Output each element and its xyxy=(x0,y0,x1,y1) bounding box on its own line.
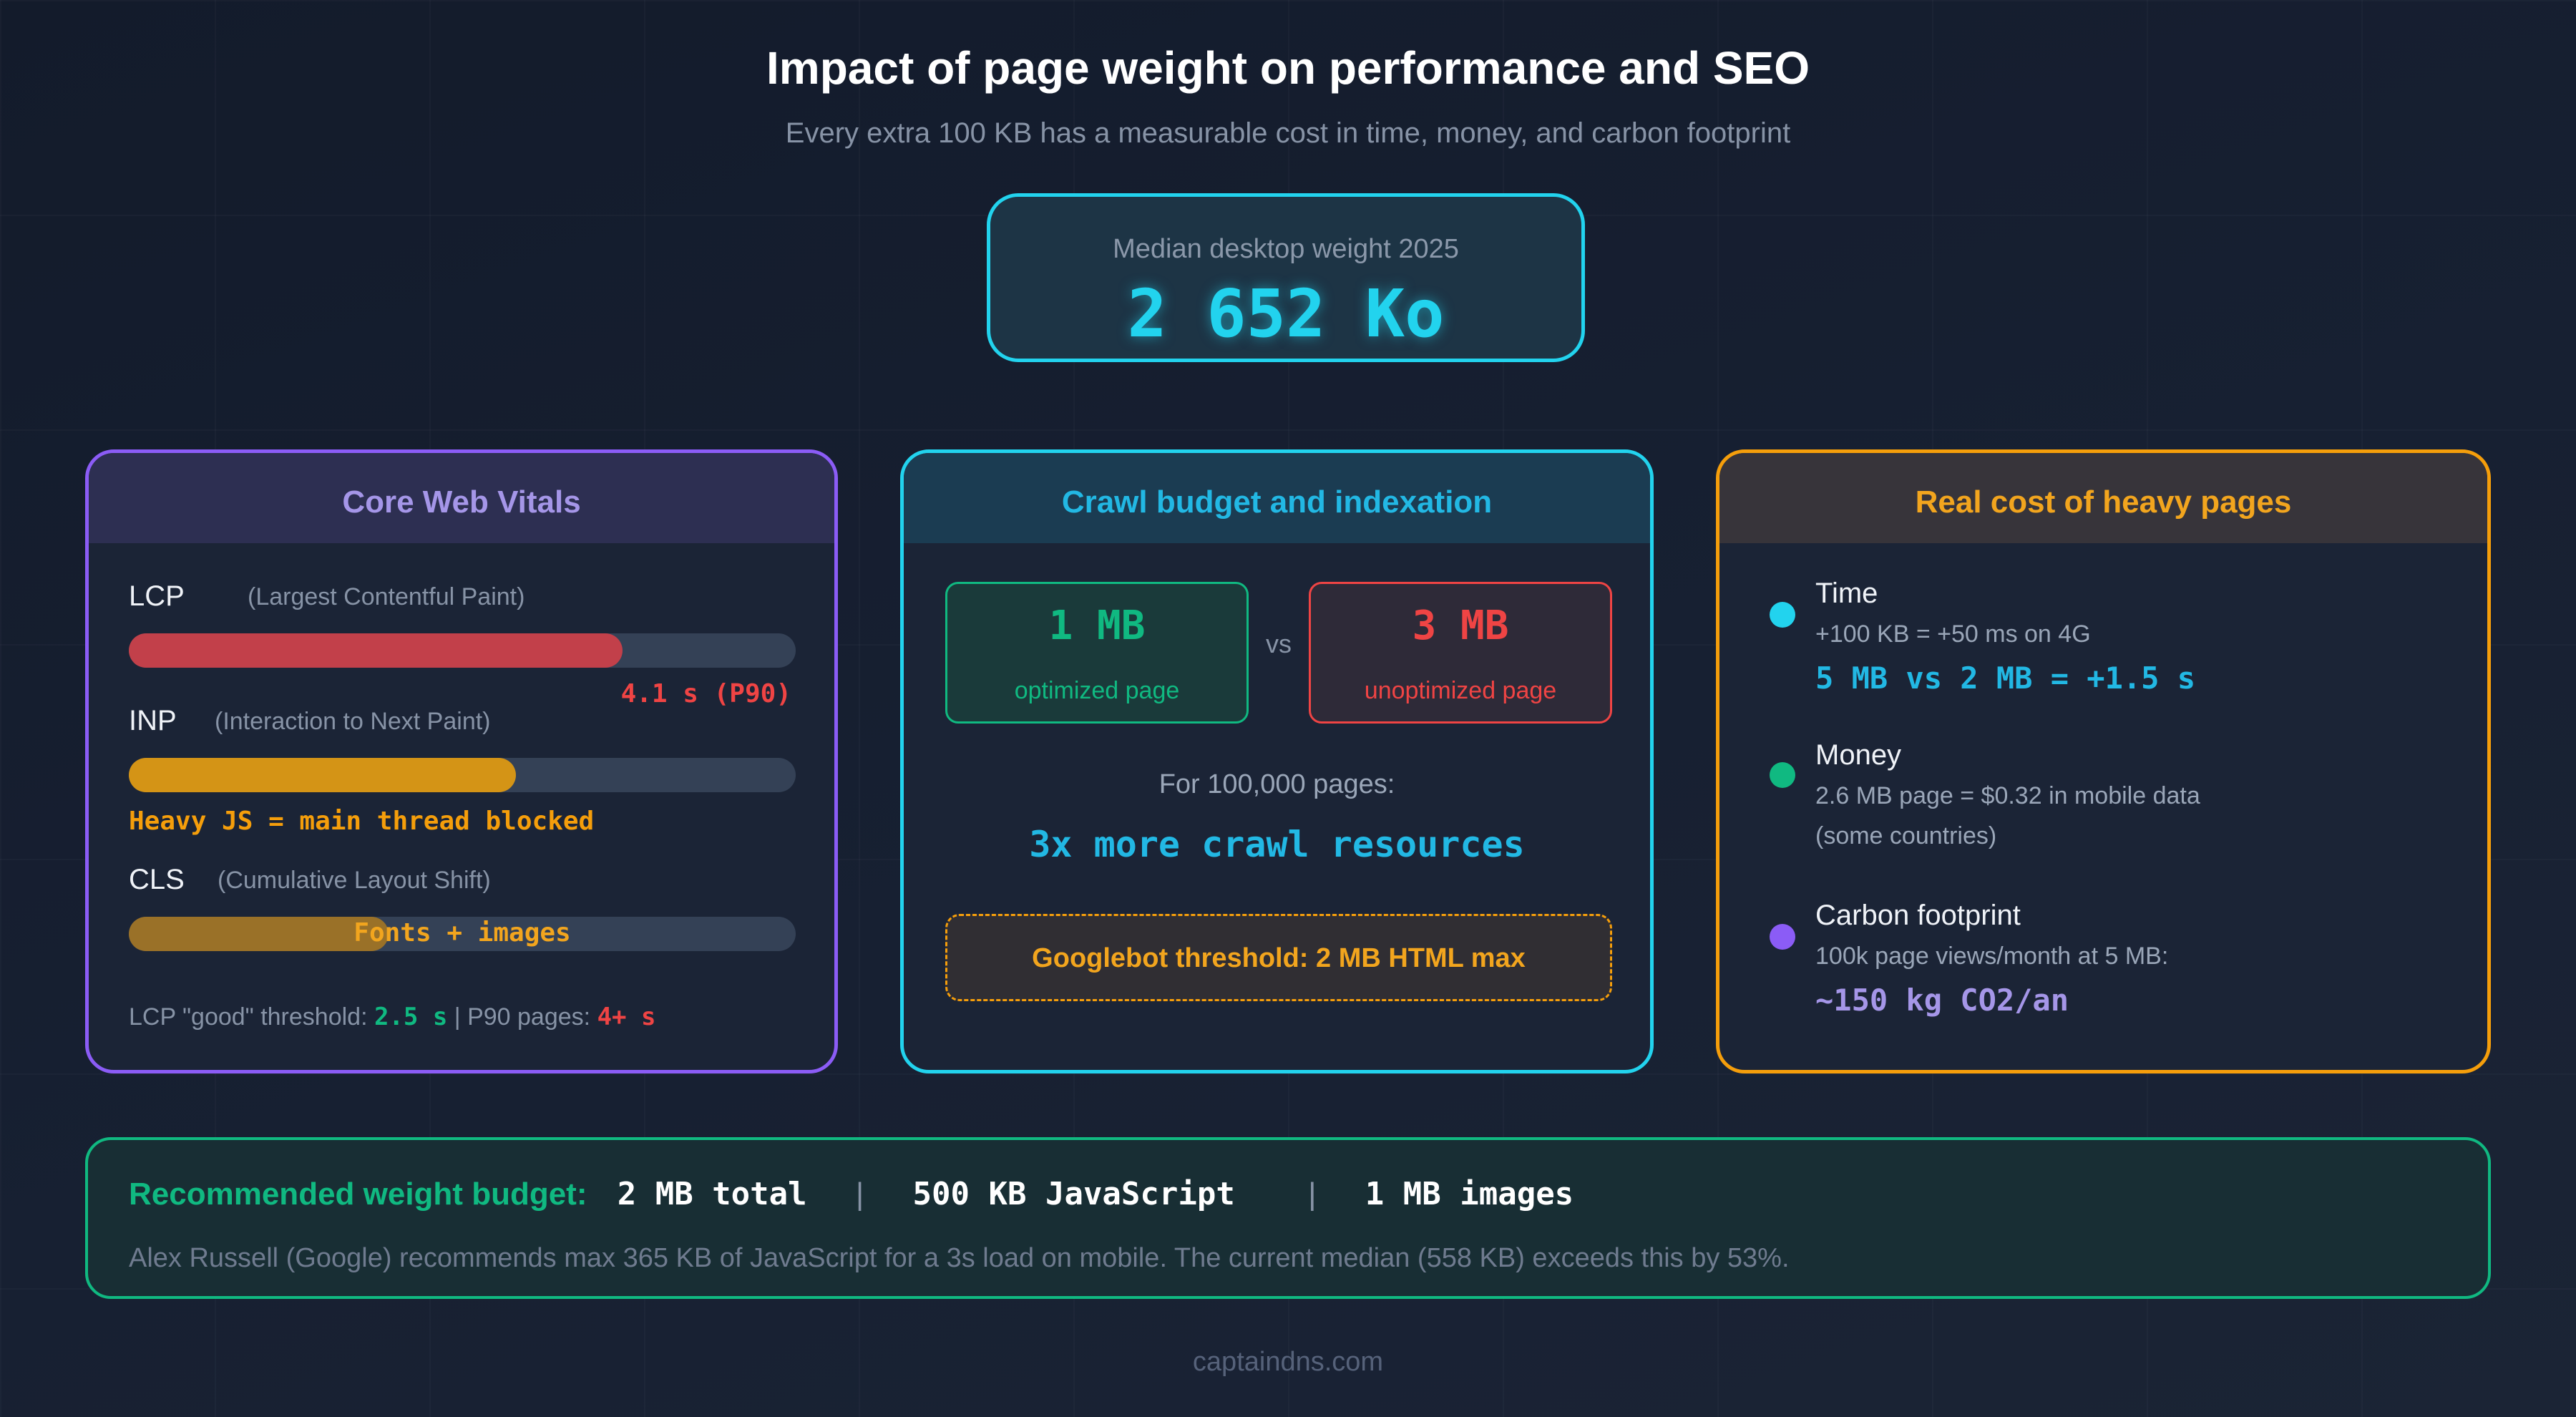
unoptimized-label: unoptimized page xyxy=(1364,677,1557,704)
time-dot-icon xyxy=(1770,602,1795,628)
metric-lcp-fill xyxy=(129,633,623,668)
budget-images: 1 MB images xyxy=(1365,1176,1574,1212)
metric-lcp-bar xyxy=(129,633,796,668)
metric-lcp-name: LCP xyxy=(129,580,185,612)
carbon-dot-icon xyxy=(1770,924,1795,950)
carbon-detail: 100k page views/month at 5 MB: xyxy=(1815,943,2169,970)
versus-label: vs xyxy=(1266,629,1292,658)
budget-label: Recommended weight budget: xyxy=(129,1177,587,1212)
money-detail: 2.6 MB page = $0.32 in mobile data xyxy=(1815,782,2200,809)
pages-count-label: For 100,000 pages: xyxy=(1158,769,1395,799)
separator: | xyxy=(855,1177,864,1212)
metric-inp-note: Heavy JS = main thread blocked xyxy=(129,807,595,836)
optimized-label: optimized page xyxy=(1014,677,1180,704)
carbon-highlight: ~150 kg CO2/an xyxy=(1815,983,2069,1018)
p90-value: 4+ s xyxy=(597,1003,656,1031)
googlebot-threshold-box: Googlebot threshold: 2 MB HTML max xyxy=(945,914,1612,1001)
budget-line: Recommended weight budget: 2 MB total | … xyxy=(129,1176,1574,1212)
metric-inp-bar xyxy=(129,758,796,792)
median-weight-label: Median desktop weight 2025 xyxy=(1113,234,1459,264)
budget-note: Alex Russell (Google) recommends max 365… xyxy=(129,1243,1790,1273)
metric-cls-bar: Fonts + images xyxy=(129,917,796,951)
crawl-budget-panel: Crawl budget and indexation 1 MB optimiz… xyxy=(900,449,1654,1073)
panel-header: Real cost of heavy pages xyxy=(1719,453,2487,543)
googlebot-threshold-text: Googlebot threshold: 2 MB HTML max xyxy=(1032,943,1526,973)
page-subtitle: Every extra 100 KB has a measurable cost… xyxy=(785,117,1791,149)
real-cost-panel: Real cost of heavy pages Time +100 KB = … xyxy=(1716,449,2491,1073)
panel-title: Crawl budget and indexation xyxy=(1061,484,1493,520)
recommended-budget-banner: Recommended weight budget: 2 MB total | … xyxy=(85,1137,2491,1299)
p90-label: P90 pages: xyxy=(467,1003,591,1031)
metric-inp-fill xyxy=(129,758,516,792)
budget-javascript: 500 KB JavaScript xyxy=(912,1176,1235,1212)
time-title: Time xyxy=(1815,578,1878,609)
unoptimized-size: 3 MB xyxy=(1412,603,1509,649)
unoptimized-page-box: 3 MB unoptimized page xyxy=(1309,582,1612,724)
page-title: Impact of page weight on performance and… xyxy=(766,42,1810,94)
metric-lcp-note: 4.1 s (P90) xyxy=(620,679,791,708)
panel-header: Crawl budget and indexation xyxy=(904,453,1650,543)
median-weight-value: 2 652 Ko xyxy=(1127,276,1445,352)
lcp-threshold-line: LCP "good" threshold: 2.5 s | P90 pages:… xyxy=(129,1003,655,1031)
budget-total: 2 MB total xyxy=(617,1176,807,1212)
panel-title: Real cost of heavy pages xyxy=(1915,484,2292,520)
optimized-page-box: 1 MB optimized page xyxy=(945,582,1249,724)
optimized-size: 1 MB xyxy=(1048,603,1146,649)
time-detail: +100 KB = +50 ms on 4G xyxy=(1815,620,2091,648)
lcp-threshold-value: 2.5 s xyxy=(374,1003,448,1031)
metric-lcp-desc: (Largest Contentful Paint) xyxy=(248,583,525,610)
time-highlight: 5 MB vs 2 MB = +1.5 s xyxy=(1815,661,2196,696)
metric-inp-name: INP xyxy=(129,705,177,736)
metric-cls-desc: (Cumulative Layout Shift) xyxy=(218,867,491,894)
money-detail-note: (some countries) xyxy=(1815,822,1997,849)
separator: | xyxy=(1308,1177,1317,1212)
lcp-threshold-label: LCP "good" threshold: xyxy=(129,1003,368,1031)
metric-cls-name: CLS xyxy=(129,864,185,895)
crawl-resources-result: 3x more crawl resources xyxy=(1029,824,1525,865)
panel-title: Core Web Vitals xyxy=(342,484,581,520)
separator: | xyxy=(454,1003,461,1031)
median-weight-card: Median desktop weight 2025 2 652 Ko xyxy=(987,193,1585,362)
metric-inp-desc: (Interaction to Next Paint) xyxy=(215,708,491,735)
metric-cls-note: Fonts + images xyxy=(353,918,571,948)
money-dot-icon xyxy=(1770,762,1795,788)
carbon-title: Carbon footprint xyxy=(1815,900,2021,931)
metric-cls-fill xyxy=(129,917,389,951)
site-credit: captaindns.com xyxy=(1192,1347,1384,1377)
money-title: Money xyxy=(1815,739,1902,771)
panel-header: Core Web Vitals xyxy=(89,453,834,543)
core-web-vitals-panel: Core Web Vitals LCP (Largest Contentful … xyxy=(85,449,838,1073)
